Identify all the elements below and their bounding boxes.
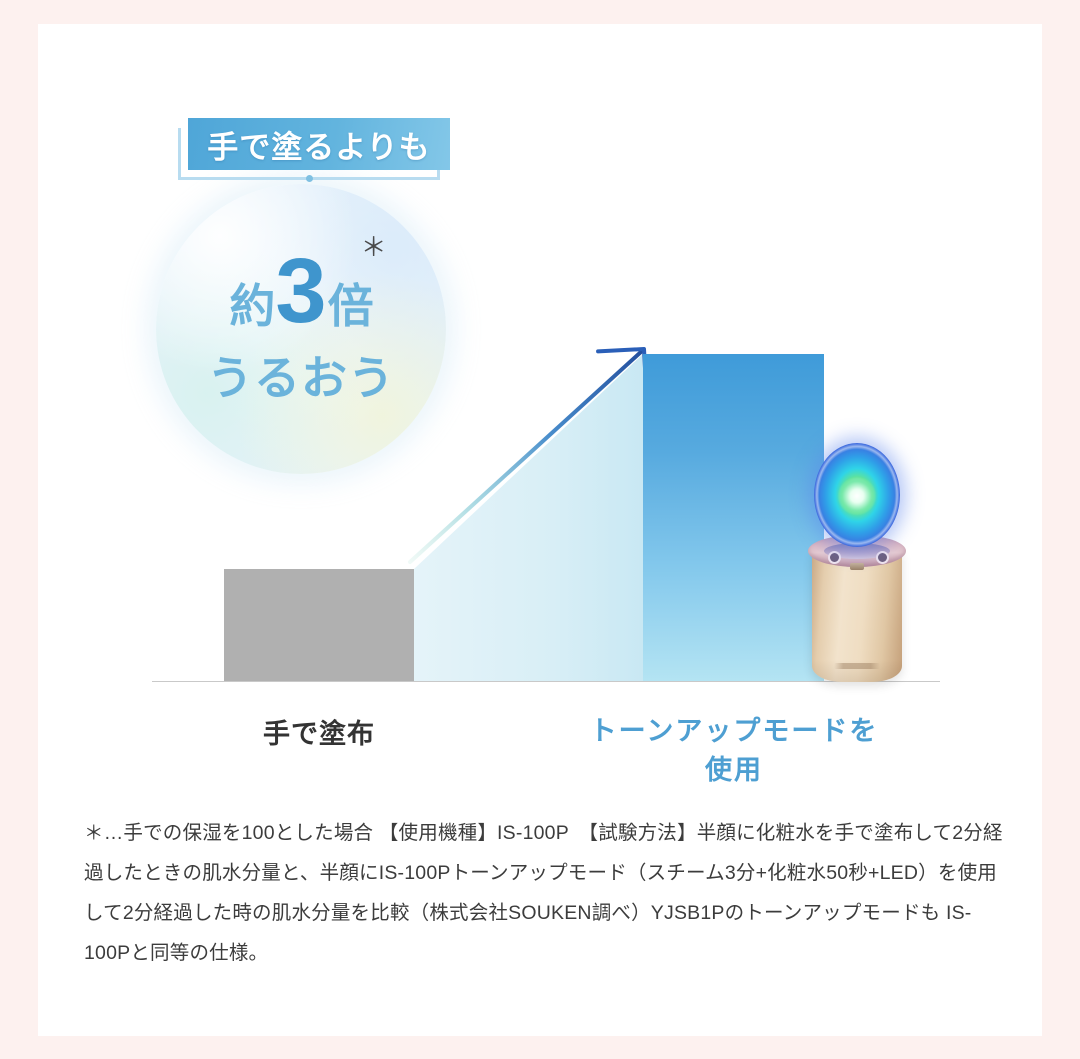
chart-baseline	[152, 681, 940, 682]
connector-wedge	[414, 354, 643, 681]
footnote-text: ＊…手での保湿を100とした場合 【使用機種】IS-100P 【試験方法】半顔に…	[84, 822, 1003, 964]
bubble-subline: うるおう	[207, 352, 395, 405]
chart-label-hand: 手で塗布	[263, 719, 375, 749]
device-knob-left	[828, 551, 841, 564]
bubble-asterisk: ＊	[360, 231, 387, 262]
device-knob-right	[876, 551, 889, 564]
banner-label: 手で塗るよりも	[207, 129, 431, 165]
led-core-glow-icon	[838, 477, 876, 515]
chart-label-tone-up-line1: トーンアップモードを	[589, 716, 879, 746]
headline-banner: 手で塗るよりも	[178, 118, 450, 182]
device-nozzle	[850, 563, 864, 570]
device-body	[812, 549, 902, 682]
device-logo	[834, 663, 880, 669]
steamer-device	[798, 439, 916, 682]
bubble-prefix: 約	[229, 279, 275, 332]
bubble-number: 3	[275, 239, 327, 342]
bar-hand-application	[224, 569, 414, 681]
growth-arrow-head	[596, 347, 648, 386]
bubble-headline: 約 3 倍 ＊	[229, 234, 386, 342]
content-card: 手で塗布 トーンアップモードを 使用 約 3 倍 ＊ うるおう 手で塗るよりも …	[38, 24, 1042, 1036]
banner-box: 手で塗るよりも	[188, 118, 450, 170]
banner-dot-icon	[306, 175, 313, 182]
bubble-shape	[156, 184, 446, 474]
chart-label-tone-up-line2: 使用	[705, 755, 763, 786]
bar-tone-up-mode	[643, 354, 824, 681]
chart-label-tone-up: トーンアップモードを 使用	[534, 712, 934, 790]
bubble-suffix: 倍	[327, 279, 374, 332]
bubble-text-group: 約 3 倍 ＊ うるおう	[156, 184, 446, 474]
